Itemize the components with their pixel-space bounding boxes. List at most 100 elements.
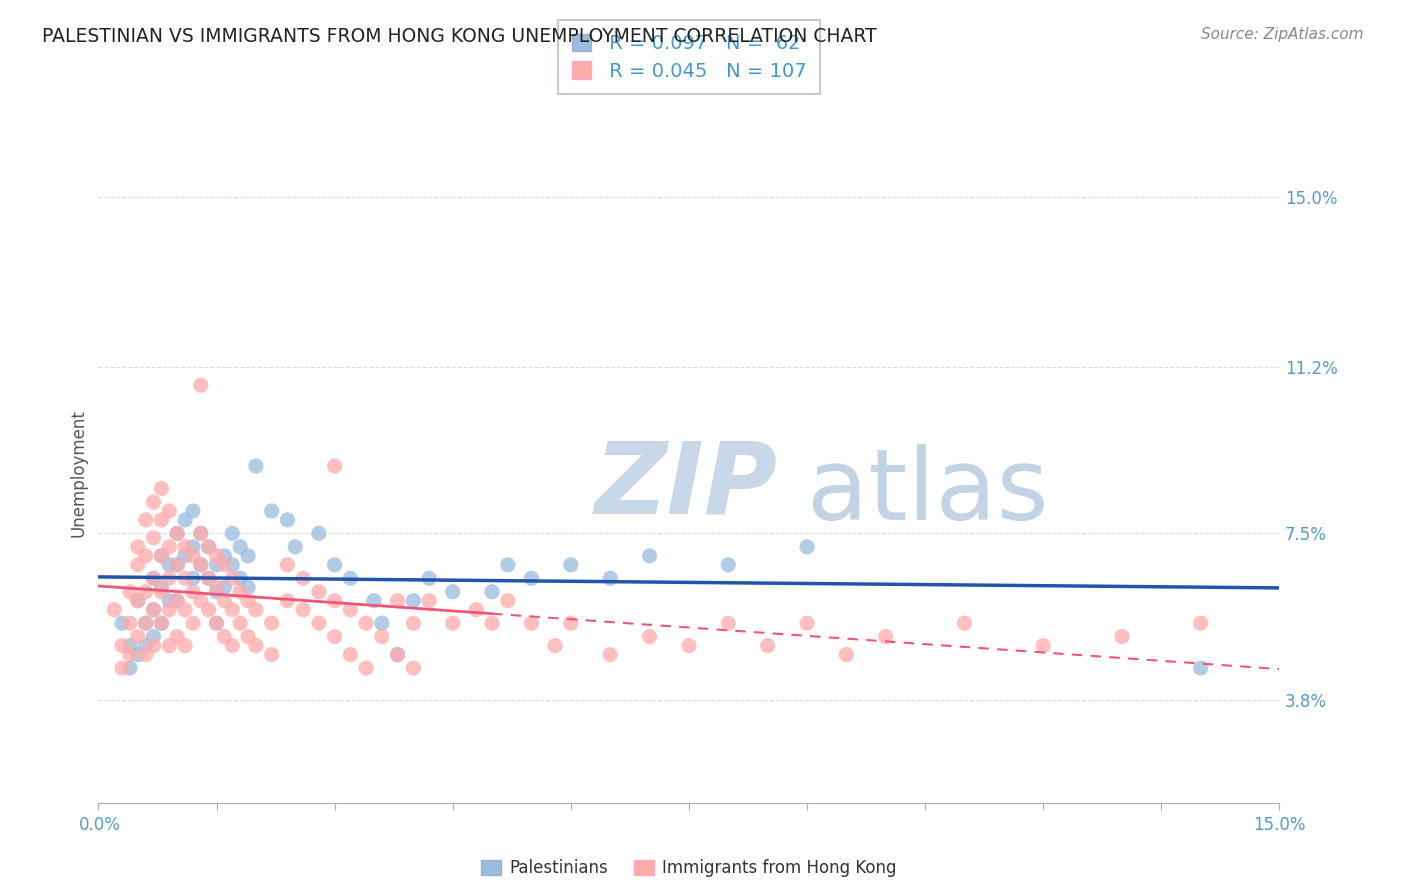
Point [260,616,283,631]
Point [142,495,165,509]
Point [166,526,188,541]
Point [678,639,700,653]
Point [402,616,425,631]
Point [127,558,149,572]
Point [339,603,361,617]
Point [339,571,361,585]
Point [166,593,188,607]
Point [496,558,519,572]
Point [181,540,204,554]
Point [181,616,204,631]
Point [284,540,307,554]
Text: PALESTINIAN VS IMMIGRANTS FROM HONG KONG UNEMPLOYMENT CORRELATION CHART: PALESTINIAN VS IMMIGRANTS FROM HONG KONG… [42,27,877,45]
Point [118,648,141,662]
Point [190,526,212,541]
Point [756,639,779,653]
Point [953,616,976,631]
Point [205,616,228,631]
Point [599,648,621,662]
Point [292,603,315,617]
Point [142,603,165,617]
Point [214,558,236,572]
Point [214,630,236,644]
Point [276,513,298,527]
Point [205,580,228,594]
Point [245,458,267,473]
Point [150,580,173,594]
Point [354,616,377,631]
Point [127,630,149,644]
Point [157,540,180,554]
Point [638,549,661,563]
Point [127,593,149,607]
Point [166,558,188,572]
Point [387,648,409,662]
Point [142,639,165,653]
Point [174,639,197,653]
Text: atlas: atlas [807,444,1049,541]
Point [142,531,165,545]
Point [135,584,157,599]
Point [111,639,134,653]
Point [150,513,173,527]
Point [150,616,173,631]
Point [127,540,149,554]
Point [142,571,165,585]
Point [157,603,180,617]
Point [166,558,188,572]
Point [402,661,425,675]
Point [796,540,818,554]
Point [205,584,228,599]
Point [174,513,197,527]
Point [835,648,858,662]
Point [214,580,236,594]
Point [638,630,661,644]
Point [190,378,212,392]
Point [214,549,236,563]
Point [229,616,252,631]
Legend: Palestinians, Immigrants from Hong Kong: Palestinians, Immigrants from Hong Kong [475,852,903,884]
Point [441,584,464,599]
Point [236,630,259,644]
Point [371,616,394,631]
Point [157,593,180,607]
Point [190,593,212,607]
Point [481,616,503,631]
Point [308,616,330,631]
Point [157,504,180,518]
Point [560,558,582,572]
Point [111,616,134,631]
Point [717,558,740,572]
Point [221,526,243,541]
Point [276,593,298,607]
Point [197,603,219,617]
Point [441,616,464,631]
Point [875,630,897,644]
Point [229,571,252,585]
Point [166,593,188,607]
Point [181,584,204,599]
Point [135,648,157,662]
Point [150,584,173,599]
Point [150,549,173,563]
Point [142,630,165,644]
Point [221,571,243,585]
Point [190,558,212,572]
Point [118,639,141,653]
Point [260,504,283,518]
Point [221,558,243,572]
Point [1111,630,1133,644]
Point [135,616,157,631]
Point [276,558,298,572]
Point [323,593,346,607]
Point [339,648,361,662]
Point [197,571,219,585]
Point [166,630,188,644]
Point [1189,661,1212,675]
Point [181,549,204,563]
Point [520,616,543,631]
Point [103,603,125,617]
Point [245,603,267,617]
Point [142,603,165,617]
Y-axis label: Unemployment: Unemployment [69,409,87,537]
